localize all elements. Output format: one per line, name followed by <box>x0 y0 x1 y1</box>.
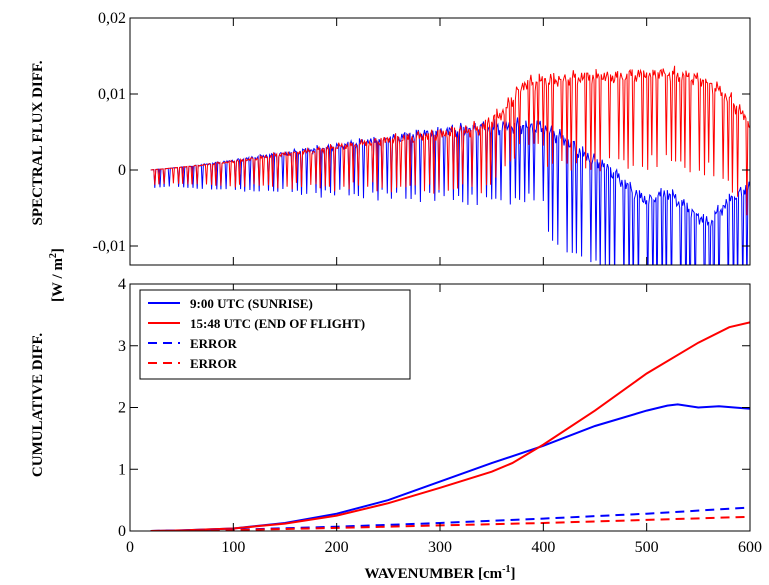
unit-main: [W / m <box>50 258 66 302</box>
xlabel-main: WAVENUMBER [cm <box>365 566 503 582</box>
x-tick-label: 500 <box>635 539 659 556</box>
legend-box <box>139 289 411 380</box>
x-tick-label: 0 <box>126 539 134 556</box>
unit-end: ] <box>50 248 66 253</box>
legend-entry-label: ERROR <box>190 336 238 351</box>
bottom-y-tick-label: 2 <box>118 400 126 417</box>
bottom-y-axis-label: CUMULATIVE DIFF. <box>30 333 46 477</box>
top-y-axis-label: SPECTRAL FLUX DIFF. <box>30 60 46 225</box>
x-tick-label: 400 <box>531 539 555 556</box>
bottom-y-tick-label: 1 <box>118 461 126 478</box>
top-y-tick-label: -0,01 <box>93 238 126 255</box>
x-tick-label: 200 <box>325 539 349 556</box>
x-tick-label: 300 <box>428 539 452 556</box>
bottom-y-tick-label: 4 <box>118 276 126 293</box>
bottom-series-line <box>150 403 750 531</box>
top-y-tick-label: 0,01 <box>98 86 126 103</box>
xlabel-superscript: -1 <box>502 564 510 575</box>
x-axis-label: WAVENUMBER [cm-1] <box>365 564 516 582</box>
unit-superscript: 2 <box>48 253 59 258</box>
top-series-line <box>150 117 750 265</box>
xlabel-end: ] <box>510 566 515 582</box>
top-y-tick-label: 0,02 <box>98 10 126 27</box>
legend: 9:00 UTC (SUNRISE) 15:48 UTC (END OF FLIG… <box>139 289 411 380</box>
top-y-tick-label: 0 <box>118 162 126 179</box>
top-series-line <box>150 65 750 216</box>
y-axis-unit-label: [W / m2] <box>48 248 66 302</box>
cumulative-panel: 0 1 2 3 4 0 100 200 300 400 500 600 9:00 UTC (SUNRI… <box>118 276 762 556</box>
bottom-series-line <box>150 321 750 531</box>
bottom-series-line <box>150 515 750 531</box>
spectral-flux-panel: -0,01 0 0,01 0,02 <box>93 10 751 266</box>
x-tick-label: 100 <box>221 539 245 556</box>
legend-entry-label: ERROR <box>190 356 238 371</box>
bottom-y-tick-label: 0 <box>118 523 126 540</box>
legend-entry-label: 15:48 UTC (END OF FLIGHT) <box>190 316 365 331</box>
legend-entry-label: 9:00 UTC (SUNRISE) <box>190 296 313 311</box>
bottom-y-tick-label: 3 <box>118 338 126 355</box>
x-tick-label: 600 <box>738 539 762 556</box>
